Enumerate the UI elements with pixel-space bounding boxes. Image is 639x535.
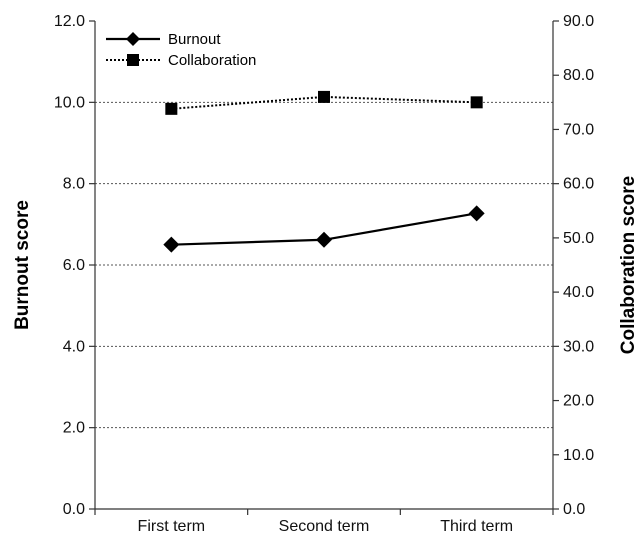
right-tick-label: 20.0: [563, 393, 594, 410]
data-point-collaboration: [165, 102, 178, 115]
left-tick-label: 12.0: [54, 13, 85, 30]
right-axis-title: Collaboration score: [618, 176, 639, 354]
right-tick-label: 50.0: [563, 230, 594, 247]
left-tick-label: 4.0: [63, 338, 85, 355]
left-tick-label: 0.0: [63, 501, 85, 518]
left-tick-label: 2.0: [63, 420, 85, 437]
legend-marker-burnout: [126, 32, 140, 46]
right-tick-label: 80.0: [563, 67, 594, 84]
legend-label-collaboration: Collaboration: [168, 52, 256, 69]
right-tick-label: 40.0: [563, 284, 594, 301]
data-point-collaboration: [470, 96, 483, 109]
x-tick-label: Third term: [440, 518, 513, 535]
data-point-burnout: [163, 236, 180, 253]
data-point-burnout: [316, 231, 332, 248]
x-tick-label: First term: [138, 518, 206, 535]
right-tick-label: 60.0: [563, 176, 594, 193]
x-tick-label: Second term: [279, 518, 370, 535]
legend-marker-collaboration: [127, 54, 139, 66]
left-tick-label: 6.0: [63, 257, 85, 274]
legend-label-burnout: Burnout: [168, 31, 221, 48]
right-tick-label: 0.0: [563, 501, 585, 518]
right-tick-label: 70.0: [563, 121, 594, 138]
right-tick-label: 10.0: [563, 447, 594, 464]
left-tick-label: 10.0: [54, 94, 85, 111]
right-tick-label: 90.0: [563, 13, 594, 30]
left-tick-label: 8.0: [63, 176, 85, 193]
data-point-collaboration: [318, 90, 330, 103]
data-point-burnout: [468, 205, 485, 222]
right-tick-label: 30.0: [563, 338, 594, 355]
left-axis-title: Burnout score: [12, 200, 33, 330]
